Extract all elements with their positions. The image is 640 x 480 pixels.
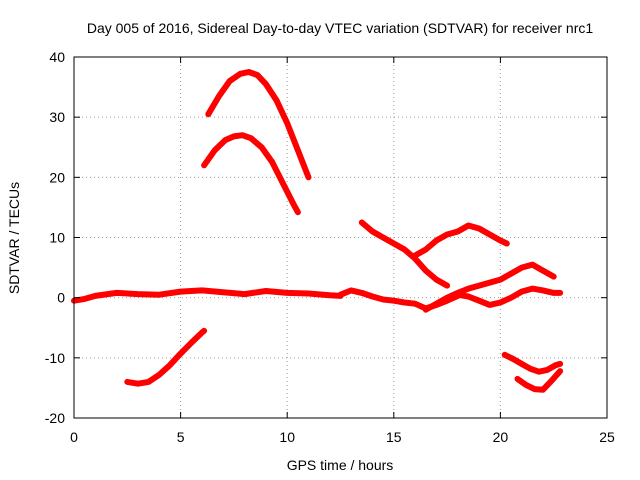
series-arc-2 — [201, 132, 301, 216]
y-tick-label: -10 — [45, 350, 65, 366]
series-arc-11 — [514, 368, 564, 393]
y-axis-label: SDTVAR / TECUs — [6, 182, 22, 294]
y-tick-label: 40 — [49, 49, 65, 65]
series-arc-4 — [71, 287, 344, 304]
y-tick-label: 0 — [57, 290, 65, 306]
series-arc-1 — [205, 69, 312, 181]
chart-title: Day 005 of 2016, Sidereal Day-to-day VTE… — [87, 20, 593, 36]
y-tick-label: 30 — [49, 109, 65, 125]
y-tick-label: 20 — [49, 169, 65, 185]
series-arc-10 — [501, 351, 564, 375]
x-tick-label: 0 — [70, 429, 78, 445]
series-arc-8 — [422, 261, 557, 313]
series-arc-9 — [454, 285, 564, 308]
series-arc-7 — [412, 222, 510, 259]
series-group — [71, 69, 564, 393]
y-tick-label: -20 — [45, 410, 65, 426]
y-tick-label: 10 — [49, 230, 65, 246]
x-axis-label: GPS time / hours — [287, 457, 394, 473]
x-tick-label: 15 — [386, 429, 402, 445]
series-arc-3 — [124, 327, 208, 387]
x-tick-label: 25 — [599, 429, 615, 445]
x-tick-label: 10 — [279, 429, 295, 445]
axes: 0 5 10 15 20 25 -20 -10 0 10 20 30 40 — [45, 49, 615, 445]
series-arc-6 — [358, 219, 451, 289]
x-tick-label: 5 — [177, 429, 185, 445]
plot-frame — [73, 56, 608, 419]
x-tick-label: 20 — [493, 429, 509, 445]
